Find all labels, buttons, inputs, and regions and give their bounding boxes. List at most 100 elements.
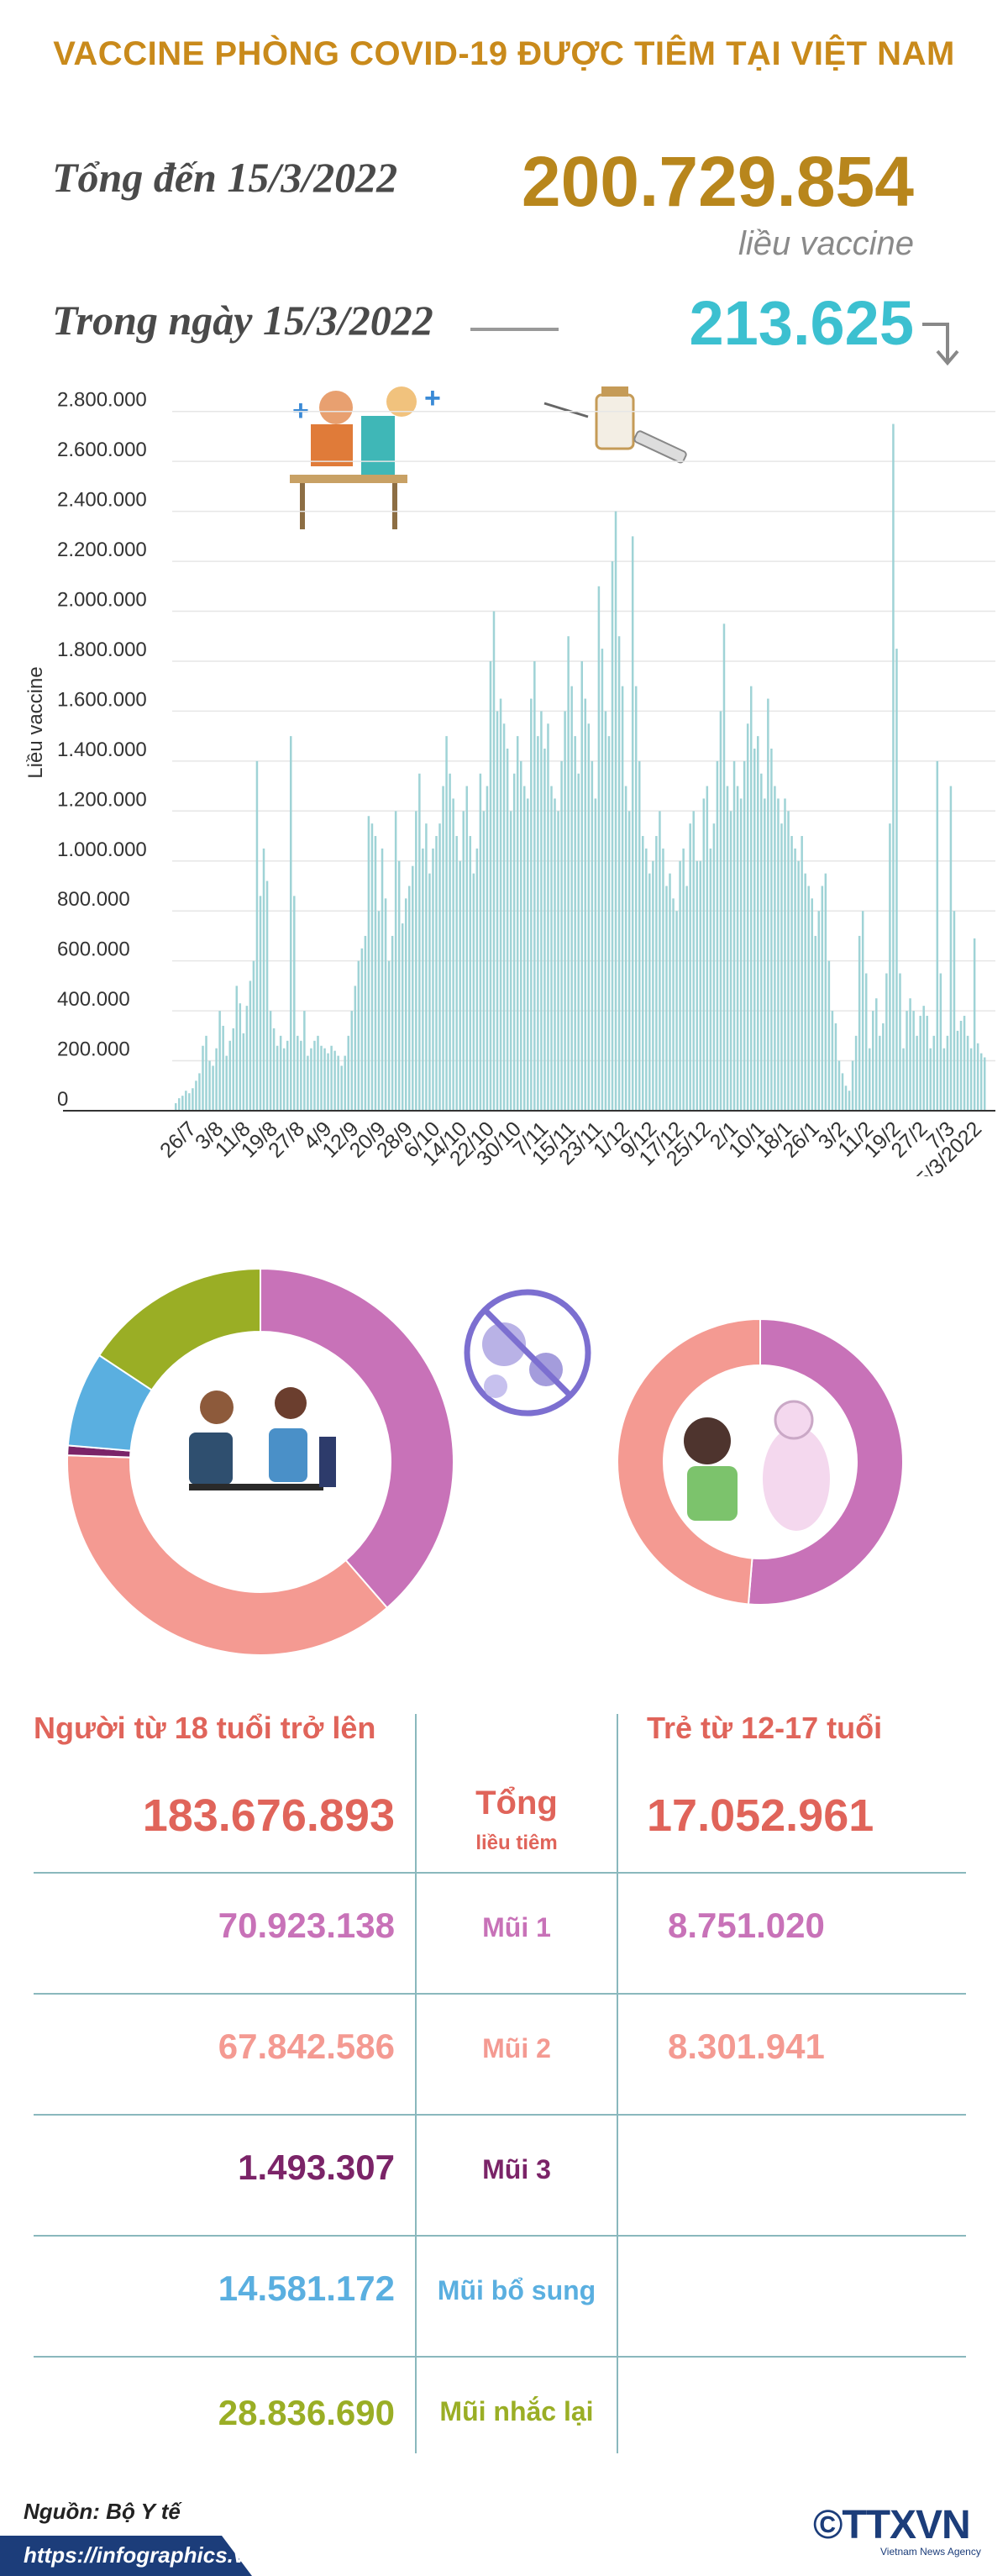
bar xyxy=(282,1048,286,1111)
bar xyxy=(614,511,617,1111)
bar xyxy=(330,1045,333,1111)
child-vaccination-illustration xyxy=(684,1400,830,1531)
bar xyxy=(554,798,556,1111)
donut-child xyxy=(617,1317,904,1606)
bar xyxy=(265,881,269,1111)
bar xyxy=(983,1057,986,1111)
y-tick-label: 1.400.000 xyxy=(57,739,147,761)
y-tick-label: 1.000.000 xyxy=(57,839,147,861)
row-divider xyxy=(34,1993,966,1995)
bar xyxy=(631,536,634,1111)
bar xyxy=(580,660,583,1111)
dose1-adult: 70.923.138 xyxy=(218,1906,395,1945)
bar xyxy=(195,1080,197,1111)
healthcare-workers-illustration: + + xyxy=(290,382,441,529)
bar xyxy=(692,811,695,1111)
bar xyxy=(949,786,953,1111)
bar xyxy=(824,873,827,1111)
bar xyxy=(543,749,546,1111)
bar xyxy=(452,798,454,1111)
bar xyxy=(652,860,654,1111)
bar xyxy=(442,786,444,1111)
bar xyxy=(293,896,296,1111)
bar xyxy=(492,611,496,1111)
y-axis-label: Liều vaccine xyxy=(24,666,47,778)
bar xyxy=(459,860,461,1111)
day-value: 213.625 xyxy=(689,288,915,358)
bar xyxy=(837,1060,841,1111)
bar xyxy=(665,886,668,1111)
bar xyxy=(817,911,821,1111)
bar xyxy=(659,811,661,1111)
bar xyxy=(604,711,607,1111)
bar xyxy=(831,1011,834,1111)
bar xyxy=(222,1025,224,1111)
svg-text:+: + xyxy=(424,382,441,414)
adult-column-header: Người từ 18 tuổi trở lên xyxy=(34,1711,376,1745)
bar xyxy=(811,898,813,1111)
bar xyxy=(591,760,594,1111)
ttxvn-logo-subtitle: Vietnam News Agency xyxy=(880,2546,981,2558)
row-divider xyxy=(34,2235,966,2237)
bar xyxy=(475,848,479,1111)
bar xyxy=(706,786,709,1111)
bar xyxy=(902,1048,905,1111)
bar xyxy=(774,786,776,1111)
dose2-label: Mũi 2 xyxy=(482,2033,551,2063)
bar xyxy=(804,873,806,1111)
bar xyxy=(262,848,265,1111)
bar xyxy=(357,960,360,1111)
website-link[interactable]: https://infographics.vn xyxy=(24,2542,260,2568)
donut-slice xyxy=(66,1454,389,1656)
bar xyxy=(642,836,644,1111)
divider-dash xyxy=(470,328,559,331)
bar xyxy=(689,823,691,1111)
bar xyxy=(861,911,864,1111)
bar xyxy=(300,1040,302,1111)
bar xyxy=(547,723,549,1111)
bar xyxy=(239,1003,242,1111)
bar xyxy=(509,811,512,1111)
bar xyxy=(228,1040,231,1111)
y-tick-label: 2.400.000 xyxy=(57,489,147,512)
bar xyxy=(218,1011,221,1111)
bar xyxy=(973,938,976,1111)
bar xyxy=(655,836,658,1111)
bar xyxy=(445,736,448,1111)
bar xyxy=(255,760,259,1111)
total-child: 17.052.961 xyxy=(647,1790,874,1841)
bar xyxy=(624,786,627,1111)
y-tick-label: 1.800.000 xyxy=(57,639,147,661)
bar xyxy=(462,811,465,1111)
bar xyxy=(722,623,726,1111)
bar xyxy=(242,1033,245,1111)
bar xyxy=(939,973,942,1111)
total-adult: 183.676.893 xyxy=(142,1790,395,1841)
bar xyxy=(753,749,756,1111)
bar xyxy=(597,586,601,1111)
bar xyxy=(764,798,766,1111)
bar xyxy=(696,860,698,1111)
bar xyxy=(919,1016,921,1111)
bar xyxy=(956,1030,959,1111)
total-row-sublabel: liều tiêm xyxy=(475,1832,558,1854)
bar xyxy=(601,649,604,1111)
bar xyxy=(577,773,580,1111)
bar xyxy=(851,1060,854,1111)
bar xyxy=(685,886,688,1111)
bar xyxy=(844,1086,848,1111)
donut-slice xyxy=(97,1267,261,1391)
bar xyxy=(821,886,824,1111)
bar xyxy=(512,773,516,1111)
bar xyxy=(245,1006,249,1111)
bar xyxy=(489,660,492,1111)
bar xyxy=(875,998,878,1111)
bar xyxy=(560,760,563,1111)
bar xyxy=(702,798,706,1111)
bar xyxy=(787,811,790,1111)
bar xyxy=(297,1035,299,1111)
bar xyxy=(185,1091,187,1111)
bar xyxy=(175,1103,177,1111)
donut-charts xyxy=(66,1267,904,1656)
bar xyxy=(320,1045,323,1111)
